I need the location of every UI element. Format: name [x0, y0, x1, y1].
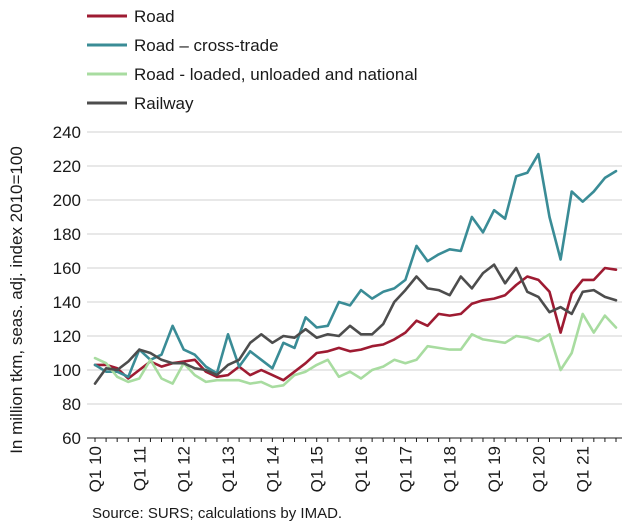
- y-tick-label-140: 140: [53, 293, 81, 312]
- y-tick-label-180: 180: [53, 225, 81, 244]
- source-note: Source: SURS; calculations by IMAD.: [92, 505, 343, 522]
- y-axis-title: In million tkm, seas. adj. index 2010=10…: [7, 146, 26, 454]
- series-line-1: [93, 152, 618, 379]
- x-tick-label-q1-18: Q1 18: [441, 446, 460, 492]
- y-tick-label-80: 80: [62, 395, 81, 414]
- x-tick-label-q1-21: Q1 21: [574, 446, 593, 492]
- x-tick-label-q1-20: Q1 20: [529, 446, 548, 492]
- legend: Road Road – cross-trade Road - loaded, unl…: [87, 7, 418, 113]
- x-tick-label-q1-15: Q1 15: [308, 446, 327, 492]
- x-tick-label-q1-10: Q1 10: [86, 446, 105, 492]
- x-tick-label-q1-17: Q1 17: [396, 446, 415, 492]
- y-tick-label-120: 120: [53, 327, 81, 346]
- y-tick-label-240: 240: [53, 123, 81, 142]
- legend-label-0: Road: [134, 7, 175, 26]
- series-line-2: [93, 312, 618, 389]
- x-tick-label-q1-12: Q1 12: [175, 446, 194, 492]
- x-tick-label-q1-13: Q1 13: [219, 446, 238, 492]
- y-tick-label-200: 200: [53, 191, 81, 210]
- y-tick-label-60: 60: [62, 429, 81, 448]
- x-tick-label-q1-16: Q1 16: [352, 446, 371, 492]
- legend-label-1: Road – cross-trade: [134, 36, 279, 55]
- legend-label-3: Railway: [134, 94, 194, 113]
- x-tick-label-q1-14: Q1 14: [263, 446, 282, 492]
- series-line-3: [93, 263, 618, 385]
- x-tick-label-q1-19: Q1 19: [485, 446, 504, 492]
- series-lines: [93, 152, 618, 389]
- x-tick-label-q1-11: Q1 11: [130, 446, 149, 491]
- axes: 60 80 100 120 140 160 180 200 220 240 Q1 10 Q1 11 Q1…: [53, 123, 622, 492]
- y-tick-label-220: 220: [53, 157, 81, 176]
- series-line-0: [93, 266, 618, 382]
- y-tick-label-100: 100: [53, 361, 81, 380]
- legend-label-2: Road - loaded, unloaded and national: [134, 65, 418, 84]
- y-tick-label-160: 160: [53, 259, 81, 278]
